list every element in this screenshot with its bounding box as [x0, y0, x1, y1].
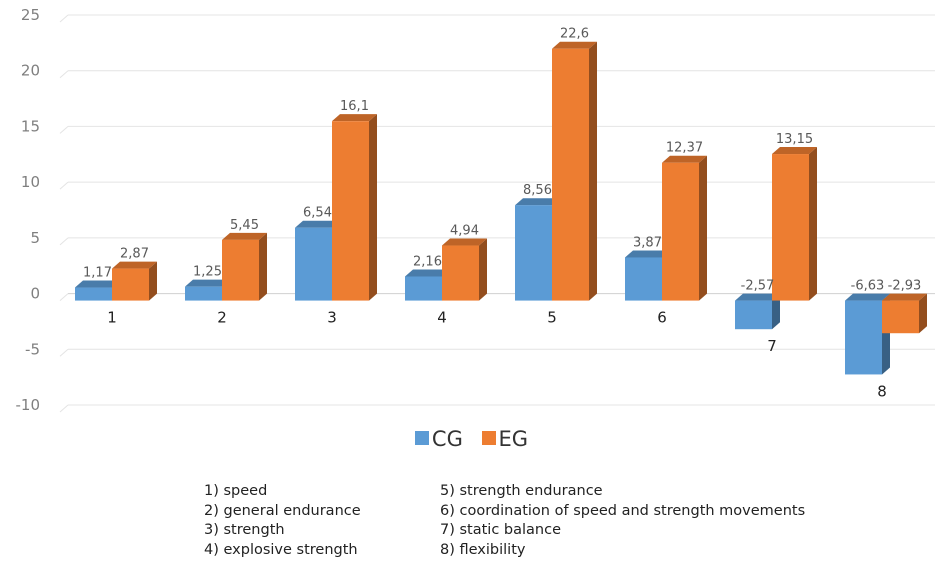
data-label-eg-4: 4,94 [450, 224, 479, 239]
y-tick-label: -10 [16, 396, 41, 414]
data-label-eg-6: 12,37 [666, 141, 703, 156]
gridline-depth [60, 15, 68, 22]
data-label-eg-5: 22,6 [560, 27, 589, 42]
data-label-eg-8: -2,93 [888, 279, 922, 294]
category-label-8: 8 [877, 382, 887, 400]
data-label-cg-4: 2,16 [413, 255, 442, 270]
data-label-eg-1: 2,87 [120, 247, 149, 262]
y-tick-label: 5 [30, 229, 40, 247]
note-static-balance: 7) static balance [440, 521, 805, 541]
y-tick-label: 20 [21, 62, 40, 80]
y-tick-label: -5 [25, 340, 40, 358]
bar-eg-3 [332, 114, 377, 300]
y-tick-label: 25 [21, 6, 40, 24]
y-tick-label: 0 [30, 285, 40, 303]
legend-swatch-eg [482, 431, 496, 445]
bar-eg-7 [772, 147, 817, 301]
legend-item-eg: EG [482, 427, 529, 451]
data-label-cg-7: -2,57 [741, 279, 775, 294]
bar-eg-8 [882, 294, 927, 334]
bar-eg-4 [442, 239, 487, 301]
legend: CG EG [0, 426, 943, 451]
data-label-cg-5: 8,56 [523, 183, 552, 198]
data-label-eg-7: 13,15 [776, 132, 813, 147]
legend-label-eg: EG [499, 427, 529, 451]
note-strength: 3) strength [204, 521, 361, 541]
category-label-7: 7 [767, 337, 777, 355]
note-general-endurance: 2) general endurance [204, 502, 361, 522]
note-speed: 1) speed [204, 482, 361, 502]
data-label-eg-2: 5,45 [230, 218, 259, 233]
data-label-eg-3: 16,1 [340, 99, 369, 114]
data-label-cg-3: 6,54 [303, 206, 332, 221]
bar-eg-2 [222, 233, 267, 301]
category-label-5: 5 [547, 309, 557, 327]
category-label-3: 3 [327, 309, 337, 327]
bar-eg-6 [662, 156, 707, 301]
category-label-2: 2 [217, 309, 227, 327]
gridline-depth [60, 126, 68, 133]
category-label-6: 6 [657, 309, 667, 327]
bar-eg-5 [552, 42, 597, 301]
data-label-cg-1: 1,17 [83, 266, 112, 281]
notes-left-column: 1) speed 2) general endurance 3) strengt… [204, 482, 361, 560]
gridline-depth [60, 294, 68, 301]
note-coordination: 6) coordination of speed and strength mo… [440, 502, 805, 522]
category-label-1: 1 [107, 309, 117, 327]
y-tick-label: 15 [21, 117, 40, 135]
data-label-cg-6: 3,87 [633, 235, 662, 250]
note-strength-endurance: 5) strength endurance [440, 482, 805, 502]
gridline-depth [60, 238, 68, 245]
legend-swatch-cg [415, 431, 429, 445]
legend-label-cg: CG [432, 427, 463, 451]
y-axis-tick-labels: -10 -5 0 5 10 15 20 25 [16, 6, 41, 414]
bar-eg-1 [112, 262, 157, 301]
gridline-depth [60, 71, 68, 78]
gridline-depth [60, 182, 68, 189]
note-explosive-strength: 4) explosive strength [204, 541, 361, 561]
notes-right-column: 5) strength endurance 6) coordination of… [440, 482, 805, 560]
y-tick-label: 10 [21, 173, 40, 191]
category-label-4: 4 [437, 309, 447, 327]
bars [75, 42, 927, 375]
gridline-depth [60, 405, 68, 412]
gridline-depth [60, 349, 68, 356]
legend-item-cg: CG [415, 427, 463, 451]
note-flexibility: 8) flexibility [440, 541, 805, 561]
data-label-cg-2: 1,25 [193, 265, 222, 280]
data-label-cg-8: -6,63 [851, 279, 885, 294]
